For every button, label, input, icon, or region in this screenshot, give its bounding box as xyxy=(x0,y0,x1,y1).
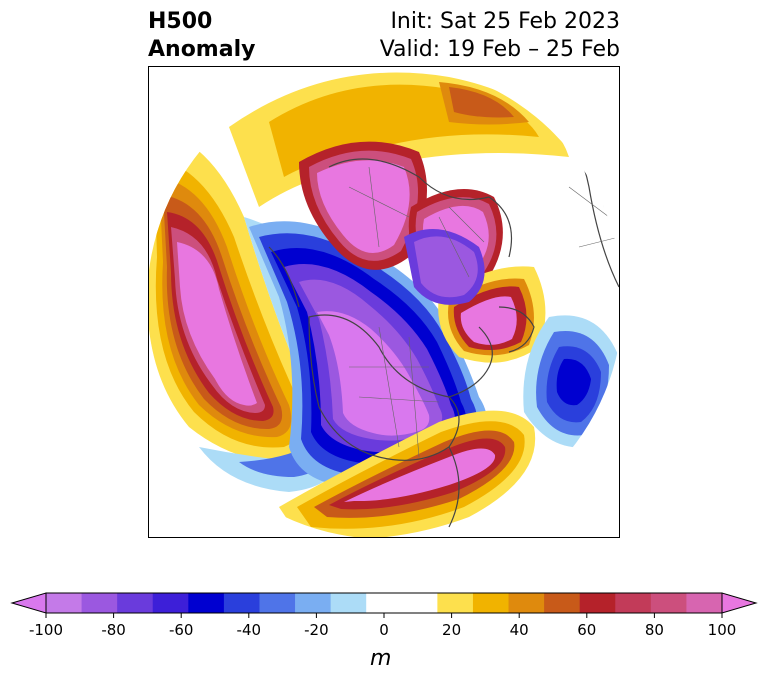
colorbar-swatch xyxy=(686,593,723,613)
negative-central-trough xyxy=(249,221,487,490)
colorbar-tick-label: 20 xyxy=(442,621,461,639)
colorbar-swatch xyxy=(544,593,581,613)
title-line-2: Anomaly xyxy=(148,37,256,62)
colorbar-swatch xyxy=(508,593,545,613)
colorbar-tick-label: -100 xyxy=(29,621,63,639)
valid-range: Valid: 19 Feb – 25 Feb xyxy=(379,37,620,62)
colorbar-tick-label: 40 xyxy=(510,621,529,639)
colorbar-tick-label: -20 xyxy=(304,621,329,639)
colorbar-extend-high xyxy=(721,592,758,614)
map-canvas xyxy=(149,72,619,537)
colorbar-tick-label: 60 xyxy=(577,621,596,639)
colorbar-swatch xyxy=(152,593,189,613)
title-line-1: H500 xyxy=(148,9,213,34)
colorbar-swatch xyxy=(401,593,438,613)
colorbar-swatch xyxy=(259,593,296,613)
colorbar-swatch xyxy=(46,593,83,613)
anomaly-field xyxy=(149,72,619,537)
colorbar-swatch xyxy=(472,593,510,613)
colorbar-swatch xyxy=(615,593,652,613)
init-date: Init: Sat 25 Feb 2023 xyxy=(390,9,620,34)
colorbar-swatch xyxy=(437,593,474,613)
colorbar-swatch xyxy=(223,593,260,613)
negative-arctic xyxy=(404,229,485,305)
positive-siberia xyxy=(299,141,427,270)
colorbar-tick-label: -40 xyxy=(237,621,262,639)
colorbar-tick-label: 0 xyxy=(379,621,389,639)
colorbar-tick-label: -80 xyxy=(101,621,126,639)
map-title: H500 Anomaly xyxy=(148,8,255,64)
colorbar-swatch xyxy=(295,593,332,613)
positive-east-ridge xyxy=(279,410,536,537)
colorbar-swatch xyxy=(579,593,616,613)
colorbar-swatch xyxy=(330,593,367,613)
negative-atlantic-low xyxy=(523,315,619,448)
colorbar-swatch xyxy=(650,593,687,613)
anomaly-map xyxy=(148,66,620,538)
colorbar-tick-label: 100 xyxy=(708,621,737,639)
colorbar-tick-label: 80 xyxy=(645,621,664,639)
positive-west-ridge xyxy=(149,127,317,463)
date-info: Init: Sat 25 Feb 2023 Valid: 19 Feb – 25… xyxy=(380,8,620,64)
colorbar: -100 -80 -60 -40 -20 0 20 40 60 80 100 xyxy=(10,588,758,668)
colorbar-svg: -100 -80 -60 -40 -20 0 20 40 60 80 100 xyxy=(10,592,758,639)
colorbar-swatch xyxy=(366,593,403,613)
colorbar-tick-label: -60 xyxy=(169,621,194,639)
unit-label: m xyxy=(370,646,392,671)
colorbar-extend-low xyxy=(10,592,47,614)
colorbar-swatch xyxy=(188,593,225,613)
colorbar-swatch xyxy=(81,593,118,613)
colorbar-swatch xyxy=(117,593,154,613)
